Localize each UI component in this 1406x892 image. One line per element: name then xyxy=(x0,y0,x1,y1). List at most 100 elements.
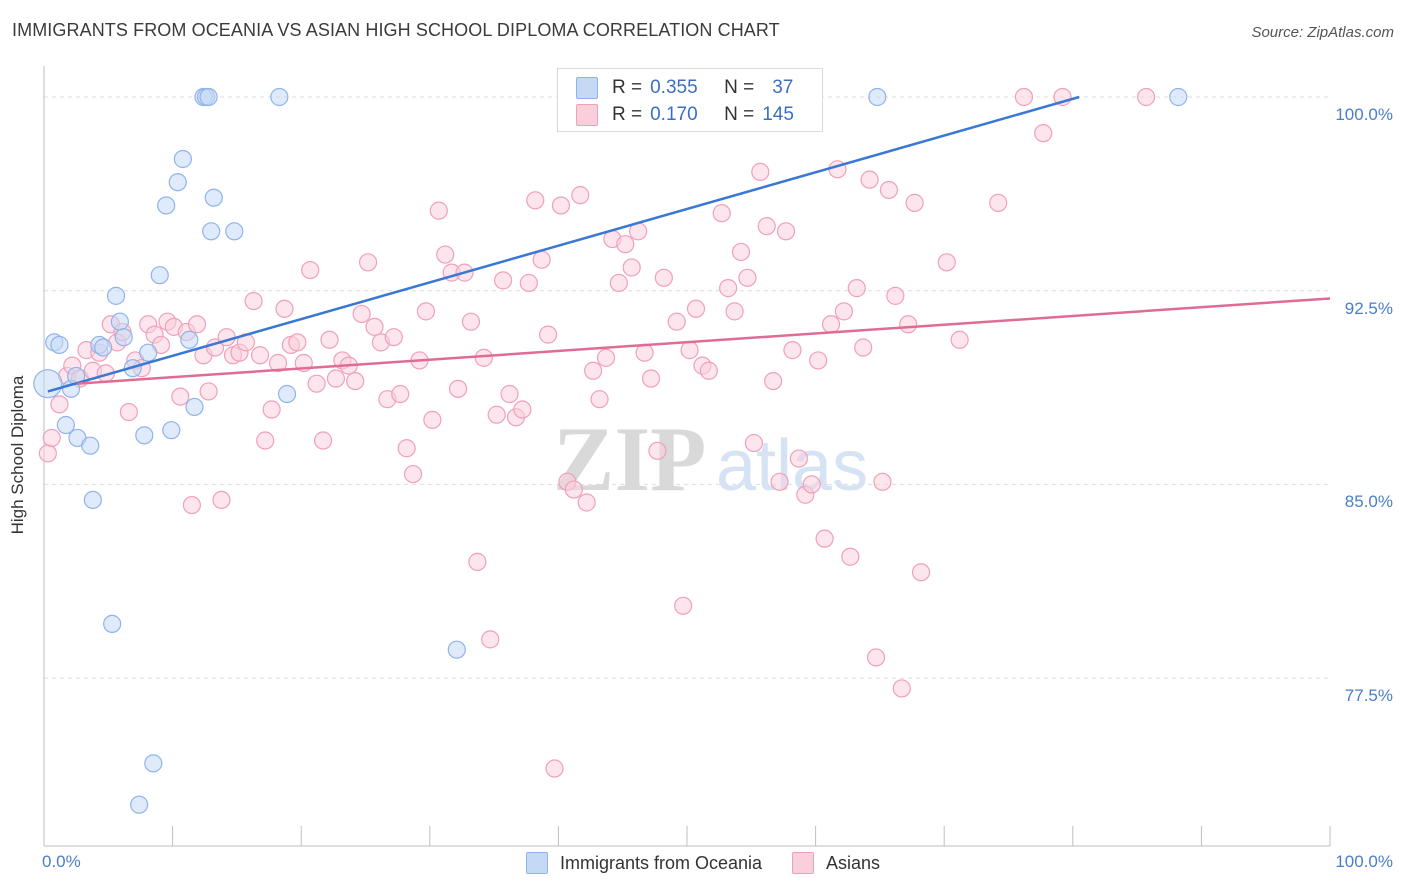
data-point xyxy=(474,348,493,367)
data-point xyxy=(135,426,154,445)
data-point xyxy=(448,379,468,398)
data-point xyxy=(950,330,969,349)
data-point xyxy=(854,338,873,357)
data-point xyxy=(596,348,616,367)
data-point xyxy=(397,439,416,458)
series-label-asians: Asians xyxy=(826,852,881,873)
data-point xyxy=(346,371,365,391)
data-point xyxy=(423,410,442,429)
legend-swatch-oceania xyxy=(576,77,598,99)
data-point xyxy=(1034,124,1053,143)
series-legend-oceania: Immigrants from Oceania xyxy=(525,852,762,874)
data-point xyxy=(868,87,887,107)
data-point xyxy=(757,217,776,236)
data-point xyxy=(110,312,129,331)
data-point xyxy=(764,371,783,391)
data-point xyxy=(590,390,609,409)
data-point xyxy=(551,196,571,215)
data-point xyxy=(616,235,635,254)
data-point xyxy=(494,271,513,290)
legend-n-value: 37 xyxy=(772,77,794,98)
data-point xyxy=(81,436,100,455)
data-point xyxy=(244,291,263,311)
data-point xyxy=(204,188,223,207)
data-point xyxy=(171,387,190,406)
data-point xyxy=(144,754,163,773)
data-point xyxy=(571,186,590,205)
data-point xyxy=(365,317,384,336)
data-point xyxy=(114,328,133,347)
data-point xyxy=(33,369,63,399)
legend-row-asians: R = 0.170 N = 145 xyxy=(576,103,794,127)
data-point xyxy=(250,346,270,365)
data-point xyxy=(519,273,538,293)
data-point xyxy=(892,679,911,698)
data-point xyxy=(712,204,731,223)
data-point xyxy=(180,330,199,349)
data-point xyxy=(150,266,169,285)
data-point xyxy=(770,472,789,491)
data-point xyxy=(821,315,841,334)
data-point xyxy=(532,250,551,269)
data-point xyxy=(834,302,853,321)
data-point xyxy=(725,302,744,321)
data-point xyxy=(500,384,519,404)
data-point xyxy=(50,395,69,414)
data-point xyxy=(641,369,661,388)
legend-row-oceania: R = 0.355 N = 37 xyxy=(576,76,793,100)
y-tick-label: 77.5% xyxy=(1344,686,1393,706)
data-point xyxy=(526,191,545,210)
data-point xyxy=(447,640,466,659)
data-point xyxy=(609,273,628,293)
data-point xyxy=(751,162,770,181)
data-point xyxy=(199,382,218,401)
data-point xyxy=(719,279,738,298)
data-point xyxy=(277,384,297,404)
y-tick-label: 92.5% xyxy=(1344,298,1393,318)
watermark: ZIP atlas xyxy=(553,408,868,510)
gridlines xyxy=(44,96,1330,679)
data-point xyxy=(270,87,289,107)
data-point xyxy=(225,222,244,241)
data-point xyxy=(911,563,931,582)
source-label: Source: ZipAtlas.com xyxy=(1251,24,1394,41)
data-point xyxy=(789,449,808,468)
data-point xyxy=(539,325,558,344)
trend-lines xyxy=(47,95,1331,393)
data-point xyxy=(288,333,307,352)
data-point xyxy=(860,170,879,189)
data-point xyxy=(577,493,596,512)
legend-n-value: 145 xyxy=(762,104,794,125)
data-point xyxy=(307,374,326,393)
trend-line xyxy=(77,297,1331,385)
legend-swatch-asians xyxy=(576,104,598,126)
data-point xyxy=(162,421,181,440)
data-point xyxy=(119,402,138,422)
data-point xyxy=(513,400,532,419)
data-point xyxy=(94,338,113,357)
data-point xyxy=(185,397,204,417)
data-point xyxy=(886,286,905,305)
legend-r-value: 0.355 xyxy=(650,77,698,98)
data-point xyxy=(262,400,281,419)
legend-r-value: 0.170 xyxy=(650,104,698,125)
data-point xyxy=(674,596,693,615)
data-point xyxy=(173,149,192,169)
data-point xyxy=(699,361,718,380)
data-point xyxy=(187,315,207,334)
watermark-atlas: atlas xyxy=(716,426,868,506)
data-point xyxy=(416,302,436,321)
chart-title: IMMIGRANTS FROM OCEANIA VS ASIAN HIGH SC… xyxy=(12,20,780,40)
data-point xyxy=(809,351,828,370)
data-point xyxy=(487,405,506,424)
data-point xyxy=(776,222,796,241)
data-point xyxy=(622,258,641,277)
data-point xyxy=(989,193,1008,212)
y-tick-label: 100.0% xyxy=(1335,104,1393,124)
data-point xyxy=(352,304,371,324)
data-point xyxy=(313,431,333,450)
data-point xyxy=(358,253,378,272)
data-point xyxy=(937,253,956,272)
data-point xyxy=(429,201,448,220)
